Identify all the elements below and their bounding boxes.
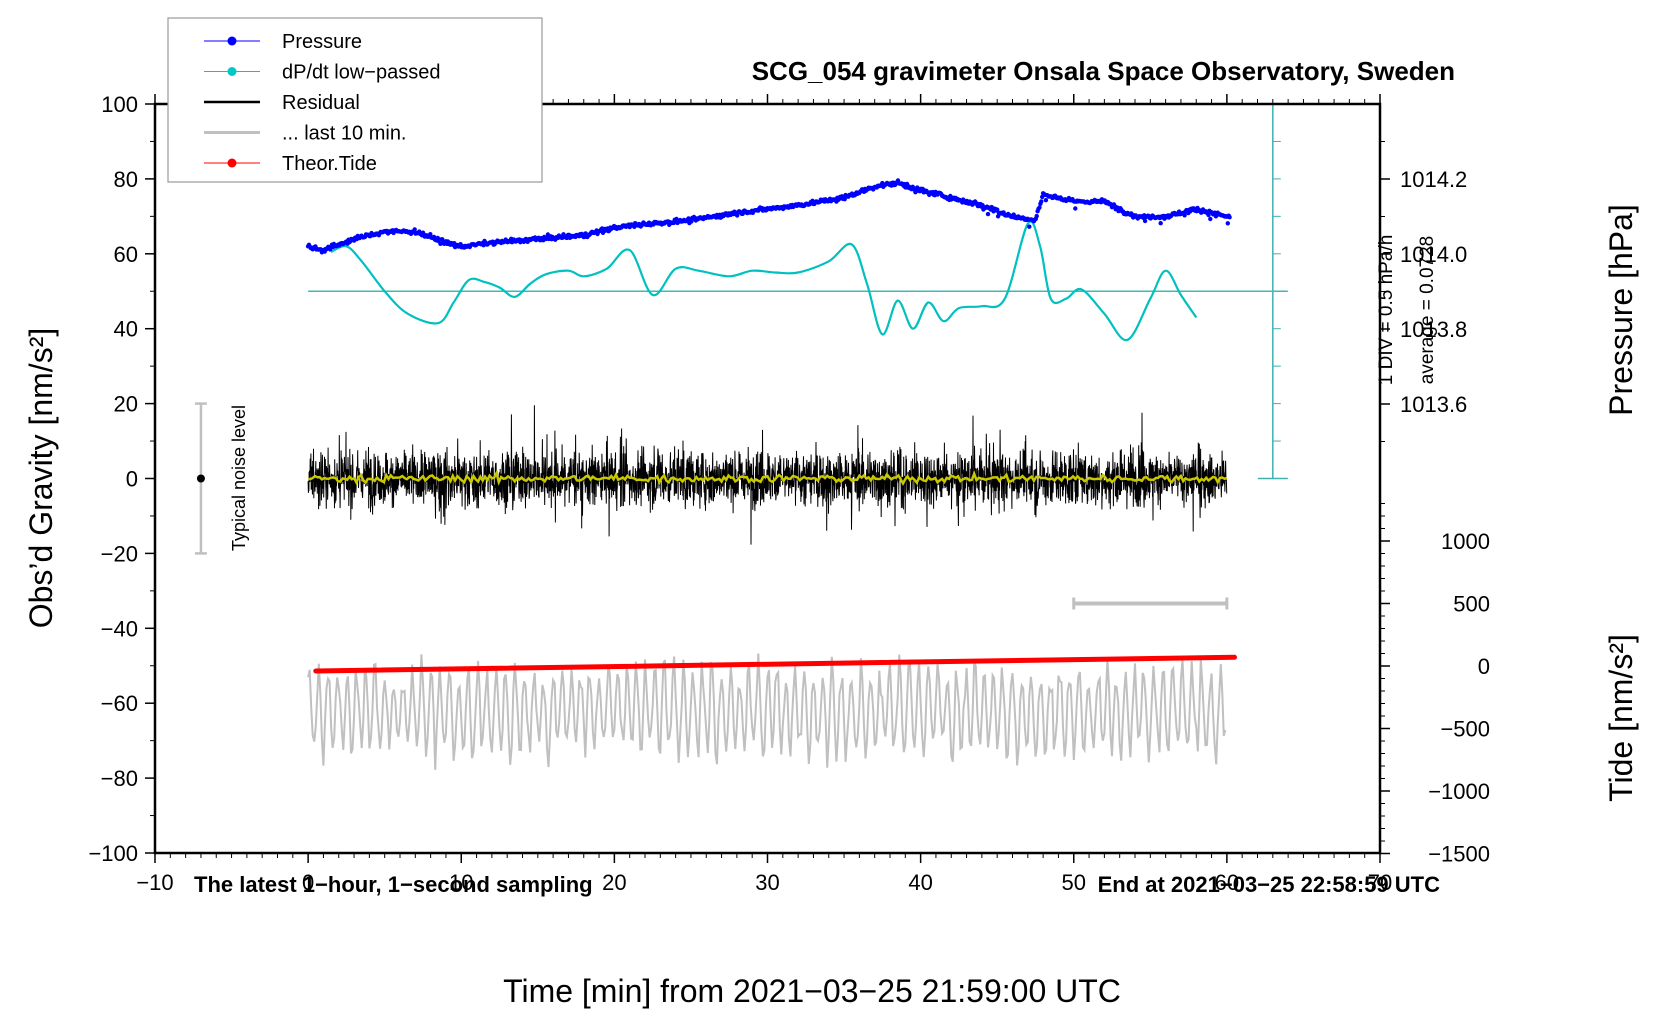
y-tick-label: 0 — [126, 467, 138, 492]
pressure-point — [1034, 213, 1039, 219]
dpdt-scale-label: 1 DIV = 0.5 hPa/h — [1376, 235, 1397, 386]
x-tick-label: −10 — [136, 870, 173, 895]
x-tick-label: 30 — [755, 870, 779, 895]
y-tick-label: −80 — [101, 766, 138, 791]
noise-bar-center — [196, 474, 205, 483]
pressure-point — [1182, 213, 1187, 218]
pressure-point — [1208, 216, 1213, 222]
pressure-tick-label: 1014.0 — [1400, 242, 1467, 267]
legend-label: Residual — [282, 92, 360, 114]
y-tick-label: 60 — [114, 242, 138, 267]
pressure-point — [913, 190, 918, 195]
pressure-point — [1073, 206, 1078, 211]
legend: Pressure dP/dt low−passed Residual ... last… — [167, 17, 543, 183]
dpdt-series — [330, 220, 1198, 342]
y-axis-title-left: Obs’d Gravity [nm/s²] — [23, 328, 59, 629]
pressure-series — [305, 178, 1232, 255]
bottom-right-annotation: End at 2021−03−25 22:58:59 UTC — [1098, 872, 1441, 897]
y-tick-label: −20 — [101, 541, 138, 566]
last-10-min-line — [307, 653, 1227, 770]
noise-level-label: Typical noise level — [229, 405, 249, 551]
pressure-point — [1142, 218, 1148, 224]
pressure-point — [428, 232, 433, 237]
x-tick-label: 40 — [908, 870, 932, 895]
x-tick-label: 60 — [1215, 870, 1239, 895]
tide-tick-label: −1000 — [1428, 779, 1490, 804]
y-axis-title-tide: Tide [nm/s²] — [1603, 634, 1639, 802]
residual-smoothed-line — [307, 469, 1228, 486]
x-tick-label: 20 — [602, 870, 626, 895]
dpdt-average-label: average = 0.0728 — [1417, 236, 1438, 384]
x-axis-title: Time [min] from 2021−03−25 21:59:00 UTC — [503, 973, 1121, 1009]
pressure-point — [1037, 205, 1042, 210]
y-tick-label: −60 — [101, 691, 138, 716]
pressure-point — [1027, 224, 1032, 229]
dpdt-line — [330, 220, 1198, 342]
y-tick-label: −100 — [88, 841, 138, 866]
tide-line — [313, 654, 1238, 674]
pressure-point — [1225, 221, 1231, 226]
y-tick-label: −40 — [101, 616, 138, 641]
tide-tick-label: −1500 — [1428, 842, 1490, 867]
chart-title: SCG_054 gravimeter Onsala Space Observat… — [752, 56, 1455, 86]
legend-box — [167, 17, 543, 183]
pressure-point — [1039, 199, 1044, 204]
pressure-tick-label: 1014.2 — [1400, 167, 1467, 192]
y-tick-label: 40 — [114, 317, 138, 342]
pressure-point — [1158, 221, 1163, 226]
tide-tick-label: −500 — [1440, 717, 1490, 742]
pressure-point — [1227, 215, 1232, 220]
pressure-point — [985, 211, 991, 217]
legend-label: Pressure — [282, 31, 362, 53]
y-tick-label: 80 — [114, 167, 138, 192]
pressure-point — [995, 207, 1000, 212]
tide-tick-label: 0 — [1478, 654, 1490, 679]
legend-marker — [227, 67, 237, 76]
axes: −10 0 10 20 30 40 50 60 70−100−80−60−40−20020406… — [88, 92, 1490, 895]
last-10-min-series — [307, 653, 1227, 770]
y-tick-label: 100 — [101, 92, 138, 117]
x-tick-label: 70 — [1368, 870, 1392, 895]
pressure-tick-label: 1013.8 — [1400, 317, 1467, 342]
pressure-tick-label: 1013.6 — [1400, 392, 1467, 417]
tide-tick-label: 1000 — [1441, 529, 1490, 554]
legend-marker — [227, 158, 237, 168]
pressure-point — [842, 197, 847, 202]
pressure-point — [689, 219, 694, 224]
residual-series — [307, 405, 1228, 545]
dpdt-scale-axis — [308, 103, 1288, 480]
legend-label: ... last 10 min. — [282, 123, 407, 145]
theor-tide-series — [313, 654, 1238, 674]
y-tick-label: 20 — [114, 392, 138, 417]
x-tick-label: 50 — [1062, 870, 1086, 895]
tide-tick-label: 500 — [1453, 592, 1490, 617]
legend-marker — [227, 36, 237, 46]
legend-label: dP/dt low−passed — [282, 62, 440, 84]
pressure-point — [412, 227, 417, 232]
x-tick-label: 0 — [302, 870, 314, 895]
y-axis-title-pressure: Pressure [hPa] — [1603, 204, 1639, 416]
bottom-left-annotation: The latest 1−hour, 1−second sampling — [194, 872, 593, 897]
x-tick-label: 10 — [449, 870, 473, 895]
annotations — [194, 402, 1229, 610]
residual-smoothed-series — [307, 469, 1228, 486]
pressure-point — [1206, 212, 1211, 218]
residual-line — [307, 405, 1228, 545]
legend-label: Theor.Tide — [282, 153, 377, 175]
pressure-point — [1043, 198, 1049, 203]
